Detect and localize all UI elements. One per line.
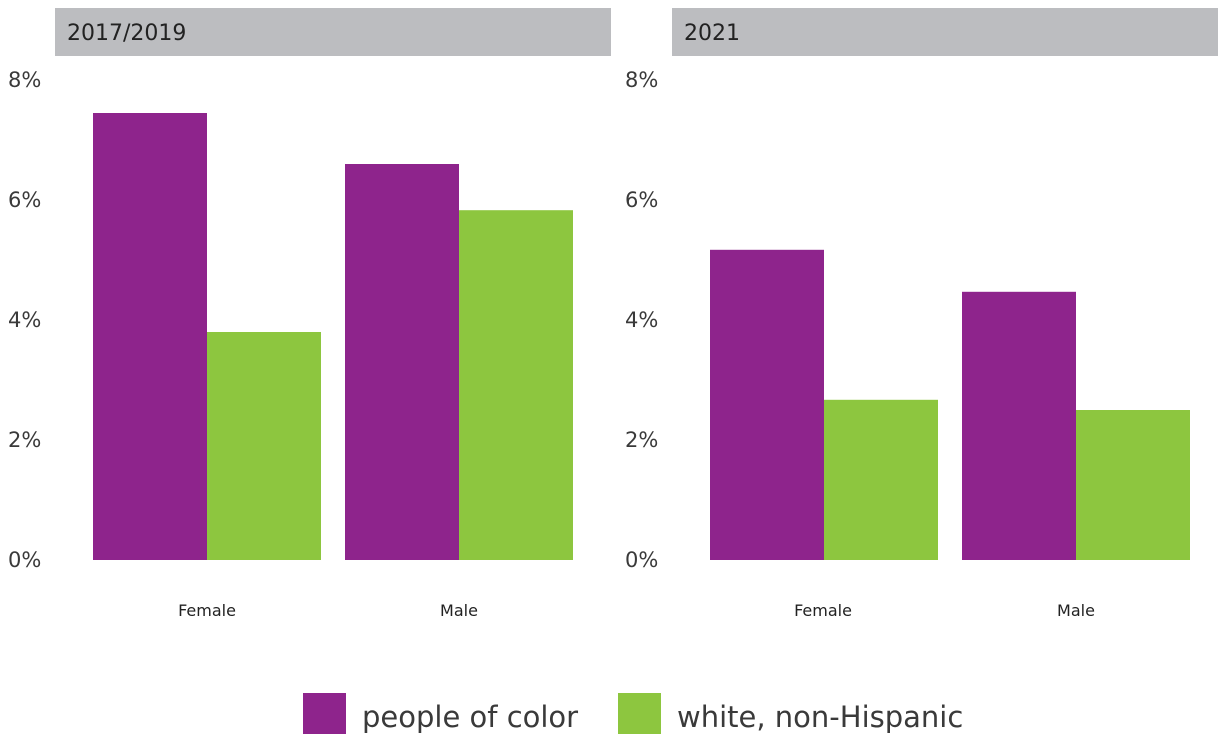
y-axis-ticks-2017-2019: 0% 2% 4% 6% 8% bbox=[8, 68, 41, 572]
x-category-label-male: Male bbox=[440, 601, 478, 620]
y-tick-label: 8% bbox=[625, 68, 658, 92]
x-category-label-male: Male bbox=[1057, 601, 1095, 620]
legend: people of color white, non-Hispanic bbox=[303, 693, 963, 734]
x-axis-categories-2021: Female Male bbox=[794, 601, 1095, 620]
panel-2021: 2021 0% 2% 4% 6% 8% Female Male bbox=[625, 8, 1218, 620]
bar-male-white-non-hispanic bbox=[1076, 410, 1190, 560]
panel-title-2017-2019: 2017/2019 bbox=[67, 21, 186, 46]
bar-female-people-of-color bbox=[93, 113, 207, 560]
bar-female-white-non-hispanic bbox=[207, 332, 321, 560]
y-tick-label: 0% bbox=[8, 548, 41, 572]
y-tick-label: 6% bbox=[625, 188, 658, 212]
legend-label-white-non-hispanic: white, non-Hispanic bbox=[677, 700, 963, 734]
bar-male-people-of-color bbox=[962, 291, 1076, 560]
panel-header-2021 bbox=[672, 8, 1218, 56]
bar-female-white-non-hispanic bbox=[824, 399, 938, 560]
y-tick-label: 6% bbox=[8, 188, 41, 212]
x-axis-categories-2017-2019: Female Male bbox=[178, 601, 478, 620]
bars-2017-2019 bbox=[93, 113, 573, 560]
bar-female-people-of-color bbox=[710, 249, 824, 561]
y-tick-label: 2% bbox=[625, 428, 658, 452]
y-tick-label: 8% bbox=[8, 68, 41, 92]
x-category-label-female: Female bbox=[178, 601, 236, 620]
y-tick-label: 4% bbox=[625, 308, 658, 332]
panel-title-2021: 2021 bbox=[684, 21, 740, 46]
y-tick-label: 4% bbox=[8, 308, 41, 332]
panel-2017-2019: 2017/2019 0% 2% 4% 6% 8% Female Male bbox=[8, 8, 611, 620]
legend-label-people-of-color: people of color bbox=[362, 700, 578, 734]
legend-swatch-white-non-hispanic bbox=[618, 693, 661, 734]
x-category-label-female: Female bbox=[794, 601, 852, 620]
legend-swatch-people-of-color bbox=[303, 693, 346, 734]
bars-2021 bbox=[710, 249, 1190, 561]
y-axis-ticks-2021: 0% 2% 4% 6% 8% bbox=[625, 68, 658, 572]
y-tick-label: 0% bbox=[625, 548, 658, 572]
bar-male-white-non-hispanic bbox=[459, 210, 573, 560]
panel-header-2017-2019 bbox=[55, 8, 611, 56]
bar-male-people-of-color bbox=[345, 164, 459, 560]
y-tick-label: 2% bbox=[8, 428, 41, 452]
